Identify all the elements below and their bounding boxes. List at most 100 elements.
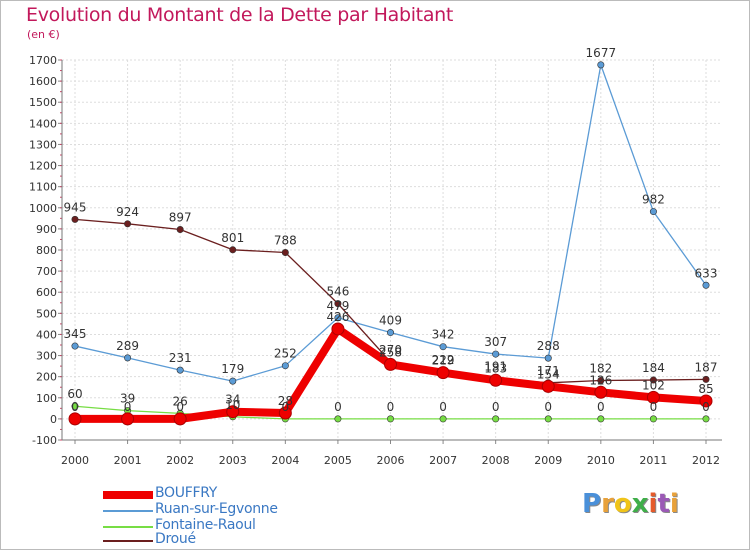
data-point-bouffry — [594, 385, 608, 399]
data-point-bouffry — [646, 390, 660, 404]
data-label-drou-: 546 — [326, 285, 349, 299]
data-point-ruan-sur-egvonne — [492, 350, 500, 358]
data-label-ruan-sur-egvonne: 289 — [116, 339, 139, 353]
data-label-bouffry: 0 — [176, 400, 184, 414]
data-point-bouffry — [173, 412, 187, 426]
data-label-bouffry: 183 — [484, 361, 507, 375]
y-tick-label: 200 — [36, 371, 57, 384]
data-point-ruan-sur-egvonne — [439, 343, 447, 351]
y-tick-label: 700 — [36, 265, 57, 278]
data-label-drou-: 222 — [432, 353, 455, 367]
data-point-ruan-sur-egvonne — [124, 354, 132, 362]
data-point-bouffry — [541, 379, 555, 393]
data-label-drou-: 184 — [642, 361, 665, 375]
data-point-drou- — [334, 300, 342, 308]
data-label-ruan-sur-egvonne: 231 — [169, 351, 192, 365]
y-tick-label: 1700 — [29, 54, 57, 67]
legend-label-droue: Droué — [155, 531, 196, 547]
data-label-drou-: 187 — [695, 360, 718, 374]
proxiti-logo-letter: t — [657, 489, 670, 519]
data-point-fontaine-raoul — [334, 415, 342, 423]
y-tick-label: 600 — [36, 286, 57, 299]
data-label-drou-: 191 — [484, 360, 507, 374]
data-label-fontaine-raoul: 60 — [67, 387, 82, 401]
data-label-drou-: 801 — [221, 231, 244, 245]
data-label-fontaine-raoul: 10 — [225, 398, 240, 412]
y-tick-label: 1100 — [29, 181, 57, 194]
x-tick-label: 2005 — [324, 454, 352, 467]
data-label-bouffry: 219 — [432, 354, 455, 368]
data-label-fontaine-raoul: 0 — [492, 400, 500, 414]
data-point-fontaine-raoul — [597, 415, 605, 423]
proxiti-logo-letter: o — [613, 489, 632, 519]
data-point-fontaine-raoul — [702, 415, 710, 423]
data-point-drou- — [281, 249, 289, 257]
x-tick-label: 2001 — [114, 454, 142, 467]
x-tick-label: 2002 — [166, 454, 194, 467]
data-point-fontaine-raoul — [492, 415, 500, 423]
x-tick-label: 2009 — [534, 454, 562, 467]
legend-swatch-droue — [103, 540, 153, 542]
data-point-ruan-sur-egvonne — [334, 314, 342, 322]
y-tick-label: 500 — [36, 307, 57, 320]
x-tick-label: 2004 — [271, 454, 299, 467]
data-label-bouffry: 0 — [71, 400, 79, 414]
legend-swatch-bouffry — [103, 491, 153, 499]
data-point-ruan-sur-egvonne — [71, 342, 79, 350]
data-point-bouffry — [68, 412, 82, 426]
data-point-ruan-sur-egvonne — [649, 208, 657, 216]
data-label-bouffry: 126 — [589, 373, 612, 387]
data-point-ruan-sur-egvonne — [229, 377, 237, 385]
data-point-fontaine-raoul — [439, 415, 447, 423]
data-point-drou- — [649, 376, 657, 384]
data-label-bouffry: 426 — [326, 310, 349, 324]
data-point-drou- — [597, 376, 605, 384]
data-point-fontaine-raoul — [386, 415, 394, 423]
data-point-fontaine-raoul — [544, 415, 552, 423]
y-tick-label: 100 — [36, 392, 57, 405]
x-tick-label: 2008 — [482, 454, 510, 467]
x-tick-label: 2000 — [61, 454, 89, 467]
data-label-bouffry: 85 — [698, 382, 713, 396]
y-tick-label: 1000 — [29, 202, 57, 215]
data-label-fontaine-raoul: 0 — [597, 400, 605, 414]
y-tick-label: -100 — [32, 434, 57, 447]
legend-swatch-fontaine — [103, 526, 153, 528]
x-tick-label: 2010 — [587, 454, 615, 467]
data-point-bouffry — [384, 357, 397, 371]
data-label-drou-: 924 — [116, 205, 139, 219]
data-label-ruan-sur-egvonne: 1677 — [586, 46, 617, 60]
data-point-ruan-sur-egvonne — [281, 362, 289, 370]
data-label-ruan-sur-egvonne: 179 — [221, 362, 244, 376]
x-tick-label: 2012 — [692, 454, 720, 467]
data-label-bouffry: 0 — [124, 400, 132, 414]
y-tick-label: 400 — [36, 328, 57, 341]
data-label-ruan-sur-egvonne: 307 — [484, 335, 507, 349]
legend-label-fontaine: Fontaine-Raoul — [155, 517, 256, 533]
data-label-ruan-sur-egvonne: 633 — [695, 266, 718, 280]
y-tick-label: 1300 — [29, 138, 57, 151]
y-tick-label: 300 — [36, 350, 57, 363]
data-label-bouffry: 258 — [379, 345, 402, 359]
data-label-ruan-sur-egvonne: 479 — [326, 299, 349, 313]
data-point-drou- — [702, 375, 710, 383]
data-point-ruan-sur-egvonne — [544, 354, 552, 362]
data-point-ruan-sur-egvonne — [386, 329, 394, 337]
data-label-ruan-sur-egvonne: 342 — [432, 328, 455, 342]
y-tick-label: 900 — [36, 223, 57, 236]
proxiti-logo-letter: x — [631, 489, 649, 519]
chart-title: Evolution du Montant de la Dette par Hab… — [26, 4, 454, 26]
data-point-drou- — [124, 220, 132, 228]
data-label-drou-: 788 — [274, 234, 297, 248]
proxiti-logo-letter: i — [648, 489, 658, 519]
y-tick-label: 1600 — [29, 75, 57, 88]
data-label-fontaine-raoul: 26 — [173, 394, 188, 408]
data-label-bouffry: 102 — [642, 378, 665, 392]
data-point-ruan-sur-egvonne — [597, 61, 605, 69]
legend-label-bouffry: BOUFFRY — [155, 485, 218, 501]
data-label-fontaine-raoul: 0 — [650, 400, 658, 414]
data-label-drou-: 182 — [589, 361, 612, 375]
data-label-bouffry: 154 — [537, 367, 560, 381]
data-label-drou-: 897 — [169, 211, 192, 225]
